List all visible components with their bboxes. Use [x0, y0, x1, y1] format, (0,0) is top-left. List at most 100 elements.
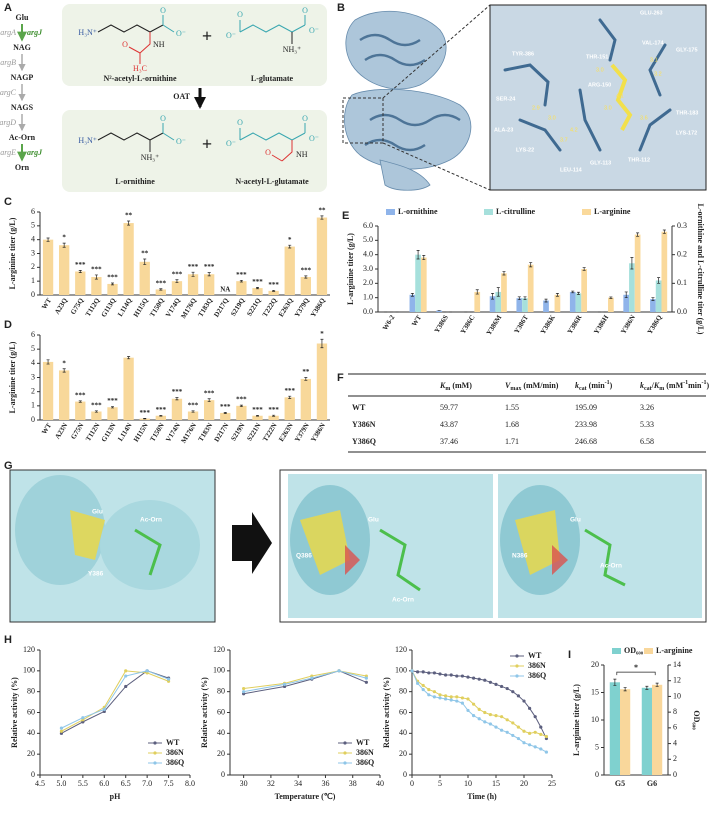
y-tick-label: 5.0 — [363, 235, 373, 244]
error-bar — [609, 296, 613, 299]
marker — [449, 695, 453, 699]
atom: O⁻ — [176, 29, 186, 38]
marker — [505, 718, 509, 722]
significance: *** — [156, 279, 167, 287]
bond — [281, 140, 293, 162]
series-line — [61, 670, 169, 732]
atom: O — [160, 114, 166, 123]
y-tick-label: 4 — [31, 358, 35, 367]
header-part: / — [651, 381, 655, 390]
cell: 1.71 — [505, 437, 519, 446]
helix — [359, 33, 421, 47]
legend-label: OD₆₀₀ — [624, 646, 644, 655]
label: N386 — [512, 553, 528, 560]
bar — [609, 682, 620, 775]
error-bar — [544, 298, 548, 303]
axis-label: Temperature (℃) — [275, 792, 336, 801]
x-tick-label: W6-2 — [381, 313, 397, 332]
marker — [477, 677, 481, 681]
y-tick-label: 20 — [399, 749, 407, 758]
atom: O — [265, 148, 271, 157]
x-tick-label: S221N — [245, 422, 262, 443]
legend-label: WT — [166, 738, 180, 747]
marker — [432, 690, 436, 694]
marker — [500, 728, 504, 732]
header-part: (min — [587, 381, 606, 390]
legend-marker — [515, 674, 519, 678]
error-bar — [304, 377, 308, 381]
bar — [59, 370, 70, 420]
y-tick-label: 60 — [399, 707, 407, 716]
axis-label: L-arginine titer (g/L) — [346, 233, 355, 305]
gene: argJ — [27, 148, 43, 157]
marker — [145, 669, 149, 673]
gene: argJ — [27, 28, 43, 37]
bar — [608, 297, 614, 312]
y-tick-label: 120 — [213, 645, 225, 654]
distance: 4.2 — [570, 127, 578, 133]
panel-label: C — [4, 196, 12, 208]
atom: O⁻ — [309, 26, 319, 35]
y-tick-label: 80 — [399, 686, 407, 695]
error-bar — [159, 414, 163, 417]
molecule-name: N²-acetyl-L-ornithine — [103, 74, 177, 83]
x-tick-label: Y386C — [459, 314, 477, 336]
residue-stick — [503, 63, 550, 107]
header-part: K — [439, 381, 446, 390]
error-bar — [636, 232, 640, 237]
y-tick-label: 0.0 — [677, 307, 687, 316]
y-tick-label: 1 — [31, 401, 35, 410]
atom: O⁻ — [226, 139, 236, 148]
y-tick-label: 2 — [31, 262, 35, 271]
significance: *** — [172, 388, 183, 396]
marker — [477, 717, 481, 721]
gene: argA — [0, 28, 16, 37]
bar — [252, 288, 263, 295]
header-part: V — [505, 381, 511, 390]
error-bar — [62, 242, 66, 248]
x-tick-label: T183N — [197, 422, 215, 443]
y-tick-label: 8 — [673, 707, 677, 716]
legend-label: WT — [528, 651, 542, 660]
bar — [139, 261, 150, 295]
bar — [522, 298, 528, 312]
marker — [242, 686, 246, 691]
residue-label: TYR-386 — [512, 51, 534, 57]
legend-swatch — [484, 209, 493, 215]
error-bar — [191, 271, 195, 277]
ligand — [300, 510, 350, 575]
x-tick-label: A23N — [53, 422, 69, 441]
bar — [516, 298, 523, 312]
y-tick-label: 5 — [31, 221, 35, 230]
gene: argD — [0, 118, 16, 127]
column-header: Vmax (mM/min) — [505, 381, 559, 393]
marker — [483, 720, 487, 724]
y-tick-label: 100 — [23, 666, 35, 675]
header-part: m — [659, 386, 664, 392]
marker — [416, 681, 420, 685]
marker — [364, 680, 368, 684]
significance: *** — [252, 278, 263, 286]
x-tick-label: 40 — [376, 779, 384, 788]
marker — [438, 672, 442, 676]
legend-marker — [515, 654, 519, 658]
bar — [569, 291, 576, 312]
significance: *** — [107, 397, 118, 405]
marker — [455, 695, 459, 699]
distance: 3.6 — [640, 115, 648, 121]
bar — [316, 343, 328, 420]
bar — [236, 405, 247, 420]
marker — [421, 687, 425, 692]
metabolite: NAGP — [11, 73, 34, 82]
bar — [59, 245, 70, 295]
error-bar — [517, 296, 521, 301]
residue-label: LYS-172 — [676, 130, 697, 136]
significance: * — [62, 359, 66, 367]
bar — [236, 281, 247, 295]
y-tick-label: 100 — [213, 666, 225, 675]
header-part: (mM/min) — [521, 381, 558, 390]
x-tick-label: Y386R — [566, 313, 584, 336]
x-tick-label: Y386K — [539, 313, 557, 336]
residue-label: THR-112 — [628, 157, 650, 163]
marker — [466, 708, 470, 713]
